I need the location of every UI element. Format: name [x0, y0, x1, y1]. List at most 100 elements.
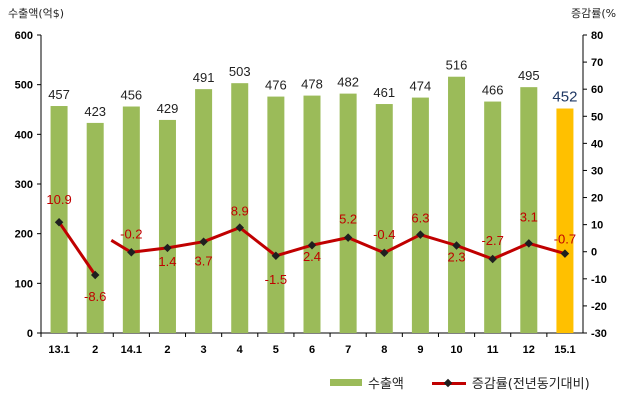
bar-value-label: 495: [518, 68, 540, 83]
x-tick-label: 3: [201, 344, 207, 356]
left-tick-label: 400: [15, 129, 33, 141]
right-tick-label: -20: [591, 301, 607, 313]
bar-value-label: 476: [265, 78, 287, 93]
left-axis-unit: 수출액(억$): [8, 7, 65, 20]
line-point-marker: [199, 237, 208, 246]
line-value-label: 1.4: [158, 254, 176, 269]
x-tick-label: 7: [345, 344, 351, 356]
bar: [448, 76, 466, 333]
line-point-marker: [90, 270, 100, 280]
line-value-label: -1.5: [265, 272, 287, 287]
bar: [86, 122, 104, 333]
bar-value-label: 461: [373, 85, 395, 100]
line-value-label: -8.6: [84, 289, 106, 304]
right-axis-unit: 증감률(%: [571, 7, 617, 20]
bar: [122, 106, 140, 334]
bar-value-label: 516: [446, 58, 468, 73]
line-point-marker: [127, 248, 136, 257]
line-value-label: -0.2: [120, 226, 142, 241]
bar: [195, 89, 213, 334]
line-point-marker: [416, 230, 425, 239]
right-tick-label: -10: [591, 274, 607, 286]
x-tick-label: 9: [417, 344, 423, 356]
line-value-label: -2.7: [481, 233, 503, 248]
left-tick-label: 100: [15, 278, 33, 290]
line-point-marker: [54, 217, 64, 227]
x-tick-label: 14.1: [121, 344, 142, 356]
line-value-label: 5.2: [339, 212, 357, 227]
bar: [375, 104, 393, 333]
x-tick-label: 5: [273, 344, 279, 356]
bar: [158, 119, 176, 334]
legend-line-label: 증감률(전년동기대비): [471, 377, 590, 392]
x-tick-label: 12: [523, 344, 535, 356]
bar-value-label: 482: [337, 75, 359, 90]
line-value-label: 2.3: [447, 249, 465, 264]
x-tick-label: 15.1: [554, 344, 575, 356]
line-point-marker: [380, 248, 389, 258]
bar: [520, 87, 538, 334]
right-tick-label: 10: [591, 220, 603, 232]
line-point-marker: [235, 223, 244, 232]
bar-highlight: [556, 108, 574, 333]
x-tick-label: 6: [309, 344, 315, 356]
x-tick-label: 8: [381, 344, 387, 356]
right-tick-label: 70: [591, 57, 603, 69]
bar-value-label: 503: [229, 64, 251, 79]
right-tick-label: 0: [591, 247, 597, 259]
bar-value-label: 423: [84, 104, 106, 119]
line-value-label: -0.7: [554, 232, 576, 247]
left-tick-label: 200: [15, 229, 33, 241]
bar: [267, 96, 285, 333]
bar: [303, 95, 321, 334]
x-tick-label: 2: [164, 344, 170, 356]
right-tick-label: 50: [591, 111, 603, 123]
bar-value-label: 456: [120, 88, 142, 103]
right-tick-label: 20: [591, 193, 603, 205]
left-tick-label: 600: [15, 30, 33, 42]
legend-bar-swatch: [330, 379, 362, 386]
x-tick-label: 10: [450, 344, 462, 356]
line-point-marker: [271, 251, 281, 261]
left-tick-label: 0: [27, 328, 33, 340]
left-tick-label: 300: [15, 179, 33, 191]
line-point-marker: [163, 243, 172, 253]
line-series-segment: [110, 226, 566, 261]
legend: 수출액 증감률(전년동기대비): [330, 373, 590, 392]
right-tick-label: 30: [591, 165, 603, 177]
bar-value-label: 491: [193, 70, 215, 85]
line-point-marker: [343, 233, 353, 242]
bar: [231, 83, 249, 333]
legend-line-swatch: [431, 378, 466, 388]
bar-value-label: 466: [482, 83, 504, 98]
line-value-label: 10.9: [46, 192, 71, 207]
line-series-segment: [57, 221, 97, 276]
bar-value-label: 452: [552, 89, 577, 106]
line-value-label: 2.4: [303, 249, 321, 264]
x-tick-label: 4: [237, 344, 244, 356]
x-tick-label: 2: [92, 344, 98, 356]
right-tick-label: -30: [591, 328, 607, 340]
right-tick-label: 80: [591, 30, 603, 42]
line-point-marker: [452, 241, 461, 250]
legend-bar-label: 수출액: [368, 377, 404, 392]
bar-value-label: 474: [410, 79, 432, 94]
line-value-label: 3.1: [520, 209, 538, 224]
line-value-label: 3.7: [195, 254, 213, 269]
line-value-label: 6.3: [411, 211, 429, 226]
bar: [411, 97, 429, 333]
bar-value-label: 457: [48, 87, 70, 102]
left-tick-label: 500: [15, 80, 33, 92]
bar: [484, 101, 502, 333]
line-point-marker: [488, 254, 497, 264]
x-tick-label: 11: [487, 344, 499, 356]
line-point-marker: [307, 240, 317, 250]
bar-value-label: 478: [301, 77, 323, 92]
line-value-label: 8.9: [231, 204, 249, 219]
bar: [339, 93, 357, 334]
line-value-label: -0.4: [373, 227, 395, 242]
x-tick-label: 13.1: [48, 344, 69, 356]
bar-value-label: 429: [157, 101, 179, 116]
right-tick-label: 60: [591, 84, 603, 96]
